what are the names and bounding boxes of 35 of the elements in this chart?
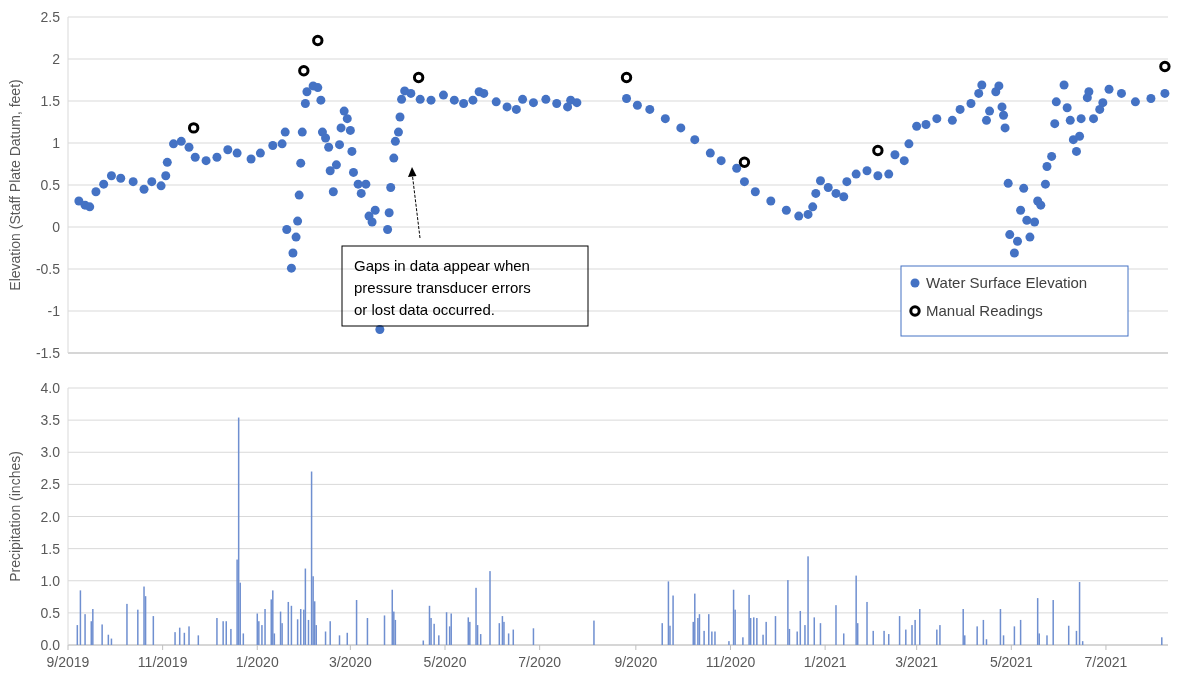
y-tick-label: -1.5 [35, 345, 61, 361]
x-tick-label: 9/2020 [614, 654, 658, 670]
y-tick-label: 0.5 [40, 604, 61, 621]
y-tick-label: 0 [52, 219, 61, 235]
x-tick-label: 5/2020 [423, 654, 467, 670]
y-tick-label: 2.5 [40, 9, 61, 25]
x-tick-label: 11/2019 [137, 654, 188, 670]
y-tick-label: 2 [52, 51, 61, 67]
x-tick-label: 11/2020 [705, 654, 756, 670]
x-tick-label: 1/2020 [235, 654, 279, 670]
x-tick-label: 9/2019 [46, 654, 90, 670]
y-tick-label: 1.0 [40, 572, 61, 589]
x-tick-label: 3/2020 [328, 654, 372, 670]
annotation: Gaps in data appear when pressure transducer errors or lost data occurred. [354, 257, 531, 318]
y-axis-title: Elevation (Staff Plate Datum, feet) [7, 79, 23, 291]
y-axis-title: Precipitation (inches) [7, 451, 23, 582]
x-tick-label: 7/2020 [518, 654, 562, 670]
y-tick-label: 2.0 [40, 508, 61, 525]
x-tick-label: 1/2021 [803, 654, 847, 670]
y-tick-label: 0.0 [40, 637, 61, 653]
x-tick-label: 3/2021 [895, 654, 939, 670]
y-tick-label: -0.5 [35, 261, 61, 277]
y-tick-label: 1.5 [40, 93, 61, 109]
y-tick-label: 1 [52, 135, 61, 151]
y-tick-label: -1 [47, 303, 61, 319]
x-tick-label: 7/2021 [1084, 654, 1128, 670]
y-tick-label: 0.5 [40, 177, 61, 193]
y-tick-label: 2.5 [40, 476, 61, 493]
legend-label: Water Surface Elevation [926, 274, 1088, 291]
x-tick-label: 5/2021 [989, 654, 1033, 670]
y-tick-label: 4.0 [40, 380, 61, 396]
y-tick-label: 3.5 [40, 412, 61, 429]
y-tick-label: 1.5 [40, 540, 61, 557]
y-tick-label: 3.0 [40, 444, 61, 461]
legend-label: Manual Readings [926, 302, 1043, 319]
